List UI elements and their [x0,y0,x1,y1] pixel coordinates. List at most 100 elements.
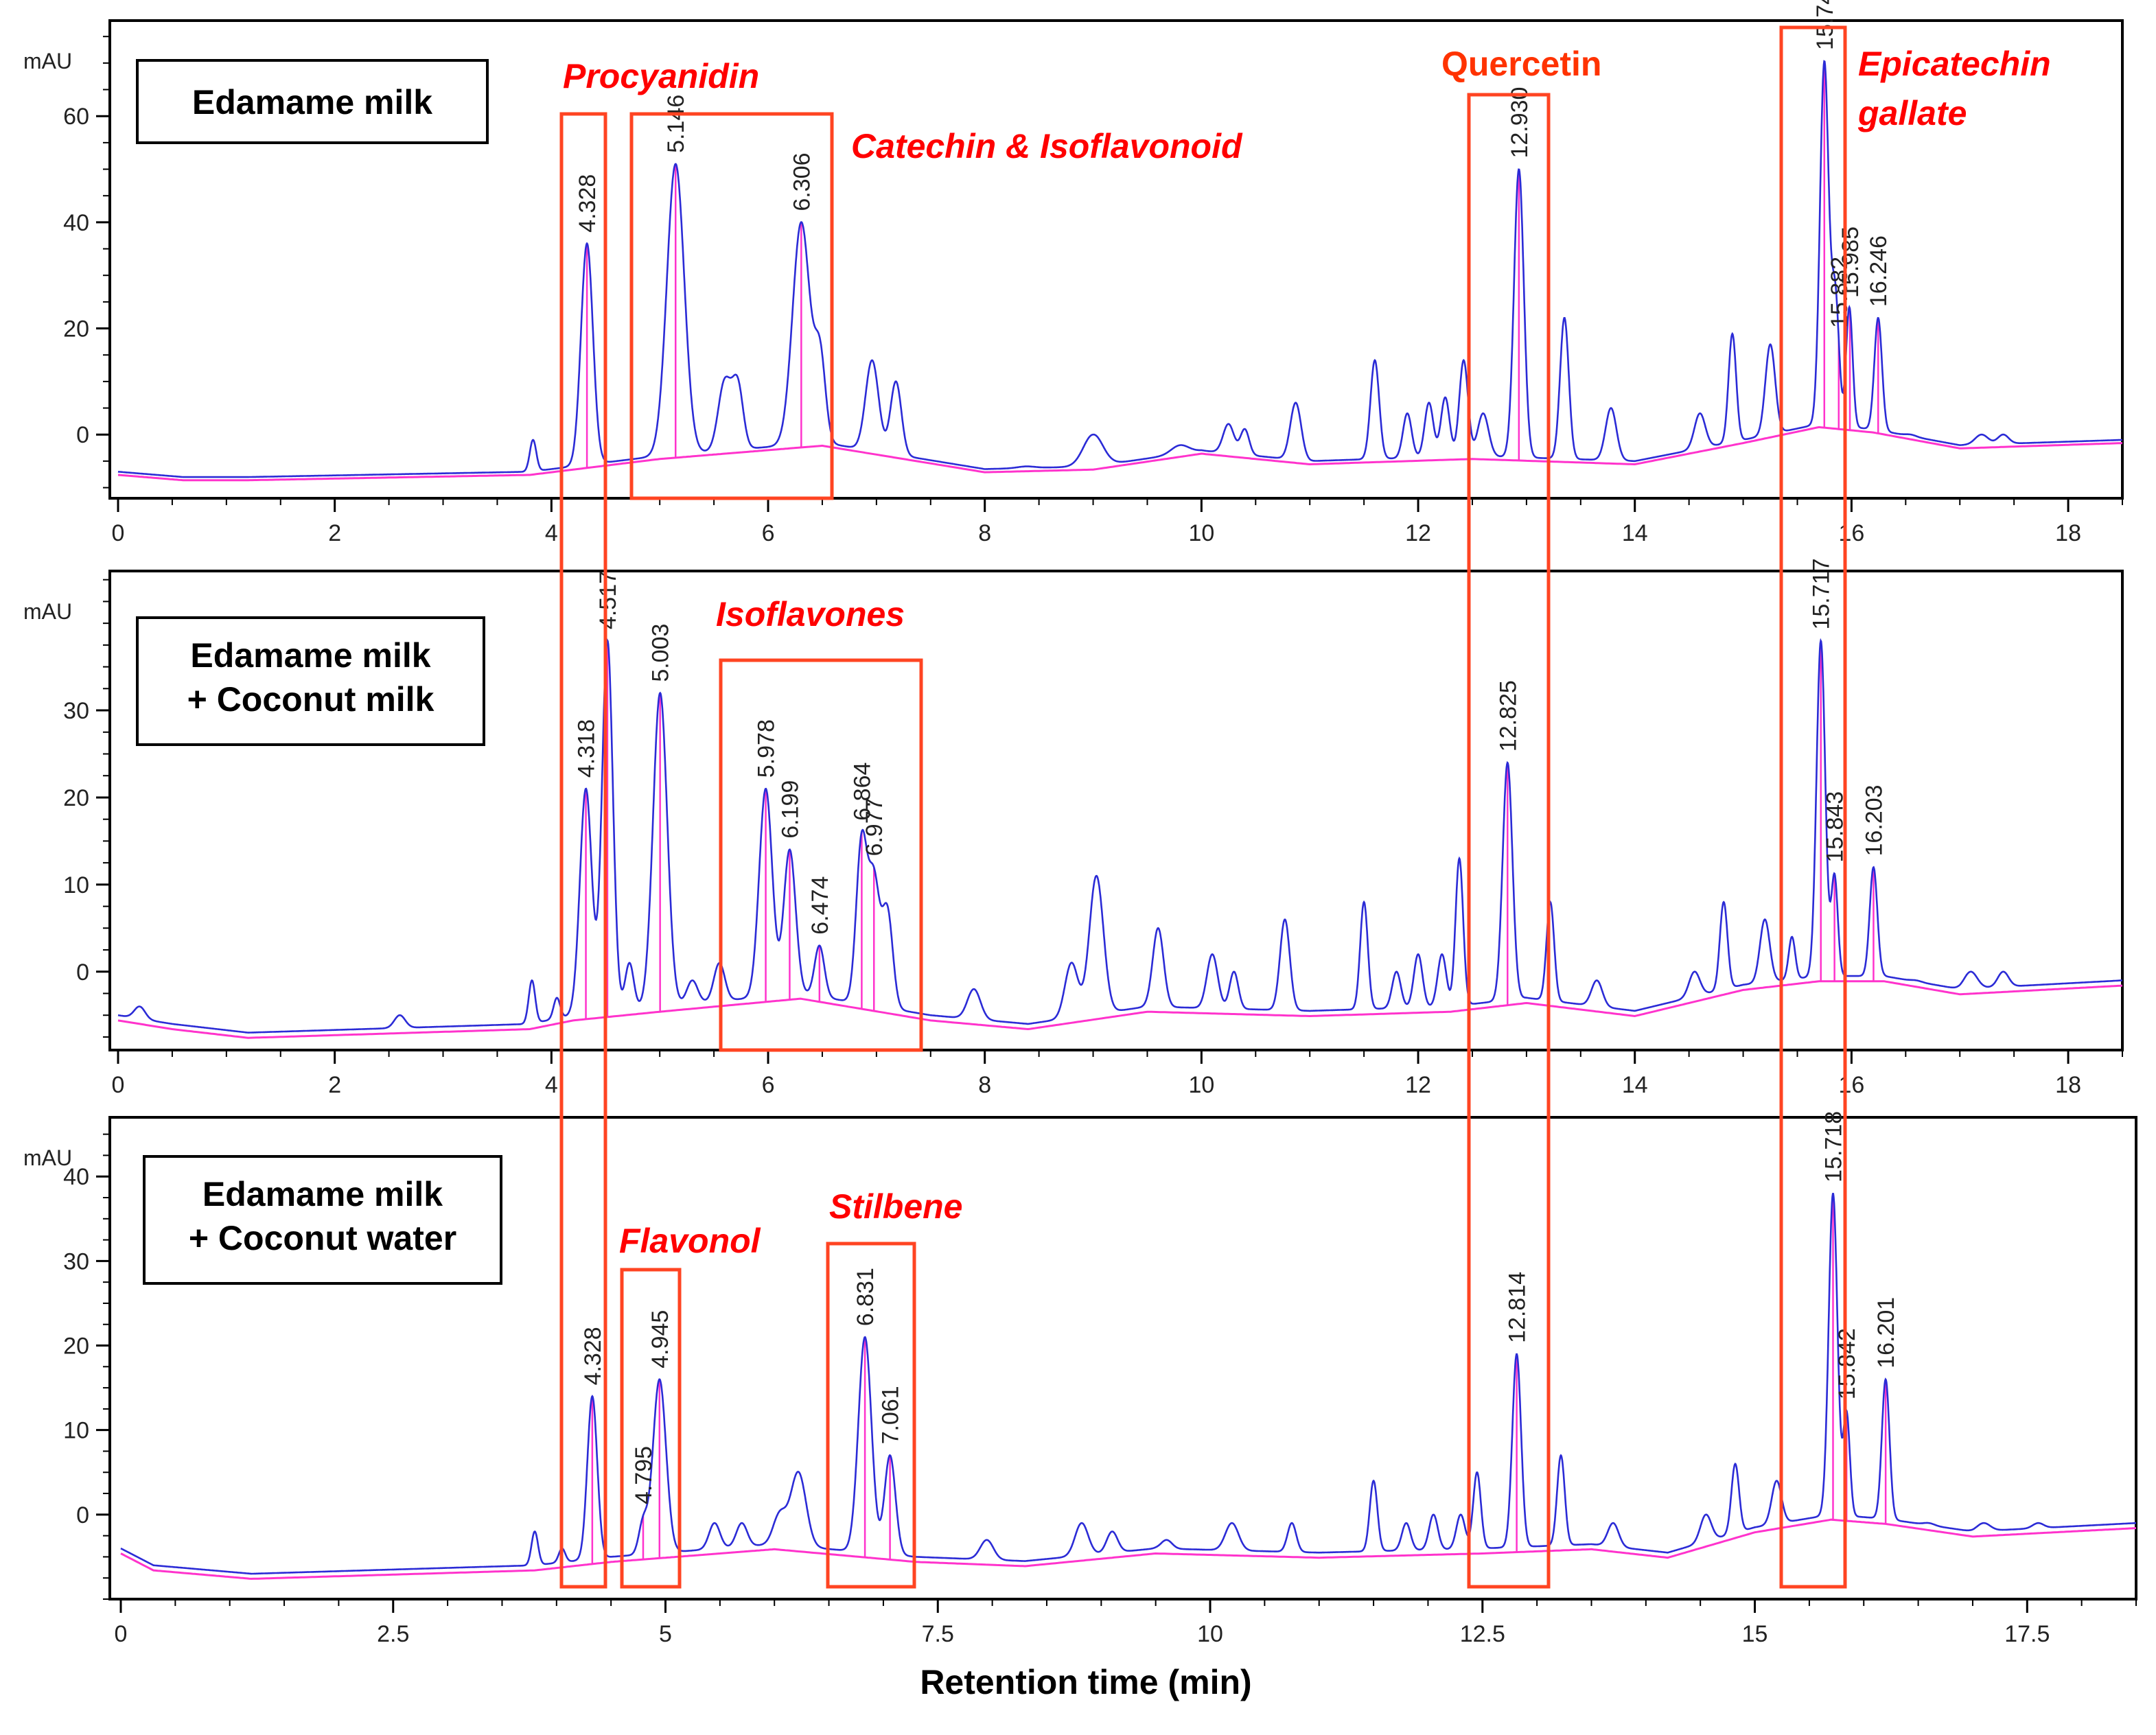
chromatogram-trace-2 [117,638,2122,1034]
catechin-isoflavonoid-box [629,112,834,500]
peak-rt-label: 4.318 [574,719,600,778]
peak-rt-label: 15.717 [1809,559,1835,630]
baseline-trace-3 [120,1518,2137,1580]
baseline-trace-1 [117,426,2123,482]
flavonol-box [620,1268,682,1589]
peak-rt-label: 12.825 [1495,680,1521,752]
y-tick-label: 30 [63,698,89,724]
peak-rt-label: 7.061 [878,1386,904,1444]
peak-rt-label: 6.831 [853,1268,879,1326]
panel-frame-3 [108,1116,2137,1600]
x-tick-label: 2 [328,520,341,546]
x-tick-label: 6 [762,520,775,546]
peak-rt-label: 6.474 [807,876,833,935]
y-tick-label: 60 [63,104,89,130]
chromatogram-trace-3 [120,1193,2136,1575]
annotations: Procyanidin Catechin & Isoflavonoid Querce… [559,25,2051,1589]
peak-rt-label: 15.985 [1838,226,1864,298]
sample-name-line: Edamame milk [190,636,430,675]
peak-rt-label: 6.977 [861,797,888,856]
x-tick-label: 0 [115,1621,128,1647]
x-tick-label: 7.5 [922,1621,954,1647]
peak-rt-label: 6.864 [849,762,875,821]
peak-rt-label: 5.146 [663,95,689,153]
y-tick-label: 20 [63,785,89,811]
y-axis-unit-label: mAU [23,49,72,73]
peak-rt-label: 4.328 [580,1327,606,1385]
compound-annotation: Isoflavones [716,595,905,633]
y-tick-label: 10 [63,872,89,898]
sample-name: Edamame milk + Coconut milk [187,636,434,719]
compound-annotation: Quercetin [1441,45,1601,83]
isoflavones-box [719,658,923,1052]
compound-annotation: Flavonol [619,1222,761,1260]
stilbene-box [826,1242,916,1589]
procyanidin-box [559,112,607,1589]
x-tick-label: 18 [2055,1072,2081,1098]
compound-annotation: Epicatechin gallate [1857,45,2051,132]
y-tick-label: 40 [63,210,89,236]
baselines [117,60,2137,1580]
y-tick-label: 0 [76,1502,89,1528]
quercetin-box [1467,93,1551,1589]
y-axis-unit-label: mAU [23,1145,72,1170]
x-tick-label: 0 [112,520,125,546]
peak-rt-label: 15.882 [1827,257,1853,328]
x-tick-label: 12 [1405,1072,1431,1098]
compound-annotation: Catechin & Isoflavonoid [851,127,1243,165]
compound-annotation-line: Stilbene [829,1187,962,1226]
x-tick-label: 4 [545,1072,558,1098]
peak-rt-label: 15.842 [1834,1328,1860,1399]
sample-label-box [136,59,489,144]
compound-annotation: Procyanidin [563,57,759,95]
panel-frame-2 [108,570,2124,1051]
sample-name-line: + Coconut water [189,1219,456,1257]
compound-annotation-line: Quercetin [1441,45,1601,83]
x-tick-label: 14 [1622,1072,1648,1098]
peak-rt-label: 6.306 [789,152,815,211]
x-tick-label: 6 [762,1072,775,1098]
panel-frames [108,19,2137,1600]
y-axis-unit-label: mAU [23,599,72,624]
peak-rt-label: 4.328 [575,174,601,233]
chromatogram-trace-1 [117,60,2123,478]
compound-annotation-line: Isoflavones [716,595,905,633]
x-tick-label: 17.5 [2004,1621,2050,1647]
peak-rt-label: 15.749 [1812,0,1838,50]
peak-rt-label: 15.718 [1820,1111,1846,1183]
x-tick-label: 8 [978,520,991,546]
baseline-trace-2 [117,980,2123,1039]
peak-rt-label: 12.930 [1507,87,1533,159]
x-tick-label: 10 [1188,1072,1214,1098]
peak-rt-label: 4.945 [647,1310,673,1369]
traces [117,60,2136,1575]
compound-annotation-line: Flavonol [619,1222,761,1260]
x-tick-label: 4 [545,520,558,546]
y-tick-label: 30 [63,1248,89,1274]
sample-name: Edamame milk + Coconut water [189,1175,456,1257]
compound-annotation-line: gallate [1857,94,1967,132]
sample-name-line: Edamame milk [192,83,432,121]
sample-label-box [136,616,485,746]
y-tick-label: 10 [63,1418,89,1444]
peak-rt-label: 12.814 [1505,1272,1531,1343]
sample-name: Edamame milk [192,83,432,121]
x-tick-label: 12.5 [1460,1621,1505,1647]
y-tick-label: 20 [63,316,89,342]
axes: 0 2 4 6 8 10 12 14 16 18 0 20 40 60 mAU 0 2 4 6 8 10 12 14 16 18… [23,36,2137,1647]
sample-label-box [143,1155,502,1285]
peak-rt-label: 6.199 [777,780,803,839]
x-tick-label: 10 [1197,1621,1223,1647]
panel-frame-1 [108,19,2124,500]
compound-annotation-line: Catechin & Isoflavonoid [851,127,1243,165]
x-tick-label: 2.5 [377,1621,409,1647]
sample-name-line: + Coconut milk [187,680,434,719]
x-tick-label: 0 [112,1072,125,1098]
x-tick-label: 15 [1742,1621,1768,1647]
compound-annotation-line: Procyanidin [563,57,759,95]
x-tick-label: 8 [978,1072,991,1098]
x-axis-title: Retention time (min) [920,1663,1251,1701]
peak-rt-label: 16.246 [1866,235,1892,307]
